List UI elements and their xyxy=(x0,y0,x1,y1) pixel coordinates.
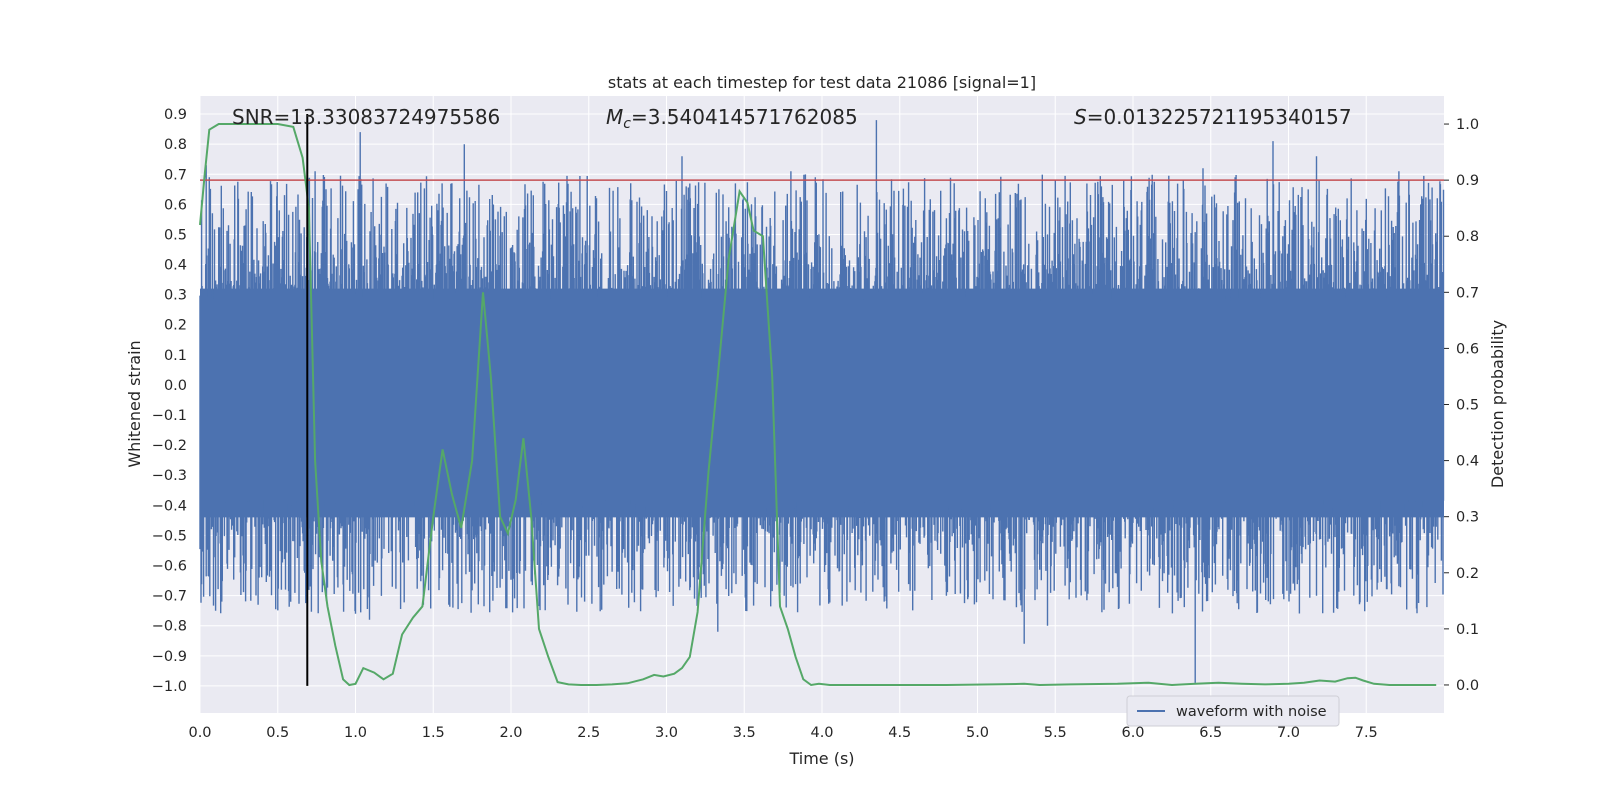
y-tick-label: −0.3 xyxy=(152,468,187,484)
x-tick-label: 0.0 xyxy=(188,725,211,741)
y-tick-label: −0.1 xyxy=(152,408,187,424)
y2-tick-label: 0.3 xyxy=(1456,510,1479,526)
x-tick-label: 3.0 xyxy=(655,725,678,741)
chirp-mass-value: =3.540414571762085 xyxy=(631,105,858,129)
s-annotation: S=0.013225721195340157 xyxy=(1074,105,1352,129)
chirp-mass-subscript: c xyxy=(623,116,631,132)
legend: waveform with noise xyxy=(1126,695,1340,727)
detection-probability-line xyxy=(199,123,1437,687)
x-tick-label: 6.5 xyxy=(1199,725,1222,741)
y-tick-label: 0.7 xyxy=(164,167,187,183)
legend-entry: waveform with noise xyxy=(1176,704,1327,720)
y2-tick-label: 0.4 xyxy=(1456,454,1479,470)
y-tick-label: 0.2 xyxy=(164,318,187,334)
x-tick-label: 3.5 xyxy=(733,725,756,741)
y2-tick-label: 1.0 xyxy=(1456,117,1479,133)
x-tick-label: 4.0 xyxy=(810,725,833,741)
y2-tick-label: 0.2 xyxy=(1456,566,1479,582)
y-tick-label: 0.3 xyxy=(164,288,187,304)
x-tick-label: 2.5 xyxy=(577,725,600,741)
x-tick-label: 1.0 xyxy=(344,725,367,741)
y-tick-label: −0.4 xyxy=(152,498,187,514)
x-axis-ticks: 0.0 0.5 1.0 1.5 2.0 2.5 3.0 3.5 4.0 4.5 5.0 5.5 6.0 6… xyxy=(188,725,1377,741)
y-tick-label: −0.6 xyxy=(152,559,187,575)
x-tick-label: 6.0 xyxy=(1121,725,1144,741)
waveform-series xyxy=(199,120,1445,683)
chirp-mass-symbol: M xyxy=(606,105,623,129)
y-tick-label: −0.7 xyxy=(152,589,187,605)
y-right-axis-ticks: 1.0 0.9 0.8 0.7 0.6 0.5 0.4 0.3 0.2 0.1 0.0 xyxy=(1444,117,1479,694)
y2-tick-label: 0.9 xyxy=(1456,173,1479,189)
strain-trace xyxy=(199,120,1445,683)
y-left-axis-ticks: 0.9 0.8 0.7 0.6 0.5 0.4 0.3 0.2 0.1 0.0 −0.1 −0.2 −0… xyxy=(152,107,187,695)
x-tick-label: 0.5 xyxy=(266,725,289,741)
y-tick-label: −0.5 xyxy=(152,528,187,544)
x-tick-label: 5.5 xyxy=(1044,725,1067,741)
x-tick-label: 7.0 xyxy=(1277,725,1300,741)
y-tick-label: 0.9 xyxy=(164,107,187,123)
y-tick-label: −0.2 xyxy=(152,438,187,454)
y-tick-label: 0.0 xyxy=(164,378,187,394)
snr-annotation: SNR=13.33083724975586 xyxy=(232,105,500,129)
y2-tick-label: 0.0 xyxy=(1456,678,1479,694)
y-axis-label-right: Detection probability xyxy=(1488,320,1507,488)
chirp-mass-annotation: Mc=3.540414571762085 xyxy=(606,105,858,132)
y2-tick-label: 0.6 xyxy=(1456,341,1479,357)
y-tick-label: −1.0 xyxy=(152,679,187,695)
x-tick-label: 4.5 xyxy=(888,725,911,741)
legend-box xyxy=(1126,695,1340,727)
y-tick-label: 0.4 xyxy=(164,258,187,274)
y2-tick-label: 0.1 xyxy=(1456,622,1479,638)
y2-tick-label: 0.7 xyxy=(1456,285,1479,301)
s-symbol: S xyxy=(1074,105,1087,129)
y-tick-label: 0.1 xyxy=(164,348,187,364)
y-axis-label-left: Whitened strain xyxy=(125,340,144,467)
x-tick-label: 1.5 xyxy=(422,725,445,741)
chart-title: stats at each timestep for test data 210… xyxy=(608,73,1036,92)
y-tick-label: 0.5 xyxy=(164,227,187,243)
y-tick-label: −0.8 xyxy=(152,619,187,635)
y2-tick-label: 0.5 xyxy=(1456,398,1479,414)
x-axis-label: Time (s) xyxy=(788,749,854,768)
x-tick-label: 5.0 xyxy=(966,725,989,741)
y-tick-label: 0.6 xyxy=(164,197,187,213)
y-tick-label: 0.8 xyxy=(164,137,187,153)
x-tick-label: 2.0 xyxy=(499,725,522,741)
s-value: =0.013225721195340157 xyxy=(1087,105,1352,129)
y2-tick-label: 0.8 xyxy=(1456,229,1479,245)
y-tick-label: −0.9 xyxy=(152,649,187,665)
x-tick-label: 7.5 xyxy=(1355,725,1378,741)
